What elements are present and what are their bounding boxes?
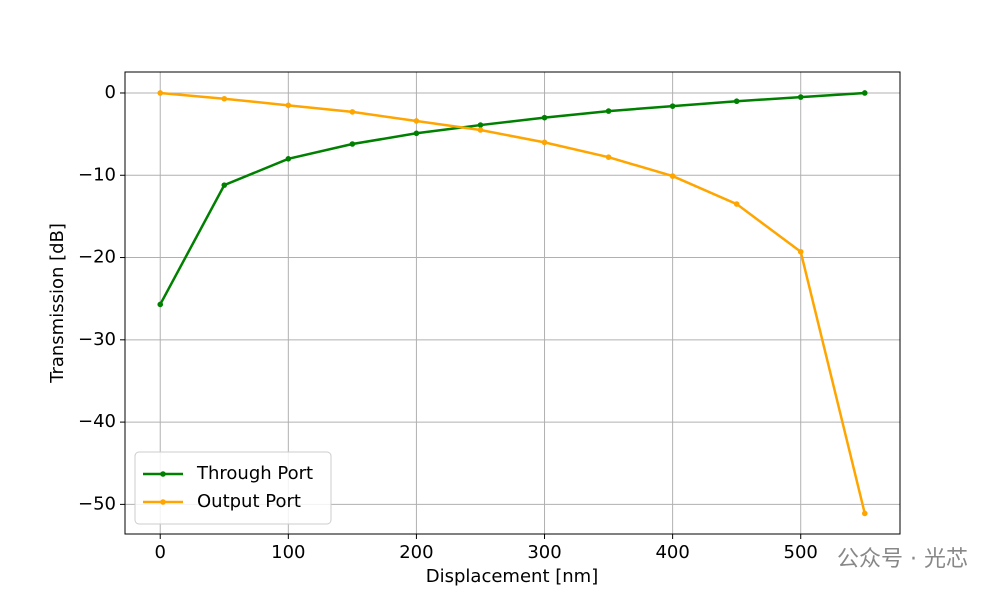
point [797, 248, 804, 255]
legend-box [134, 451, 332, 525]
legend-marker [160, 499, 166, 505]
y-tick-label: −30 [78, 329, 116, 350]
y-tick-label: −50 [78, 493, 116, 514]
point [861, 510, 868, 517]
legend-marker [160, 471, 166, 477]
point [413, 118, 420, 124]
watermark: 公众号 · 光芯 [837, 547, 968, 572]
point [605, 108, 612, 114]
point [605, 154, 612, 160]
y-tick-label: −20 [78, 247, 116, 268]
point [285, 102, 292, 109]
point [157, 301, 164, 308]
point [541, 139, 548, 146]
point [669, 173, 676, 179]
point [349, 109, 356, 115]
y-tick-label: −10 [78, 164, 116, 185]
y-tick-label: −40 [78, 411, 116, 432]
point [861, 90, 868, 96]
point [477, 127, 484, 133]
y-tick-label: 0 [105, 82, 116, 103]
legend-label: Output Port [197, 491, 301, 512]
x-tick-label: 500 [784, 542, 818, 563]
point [285, 156, 292, 162]
series-line [159, 91, 865, 306]
plot-frame [124, 71, 901, 535]
x-tick-label: 100 [271, 542, 305, 563]
point [221, 95, 228, 102]
point [797, 94, 804, 100]
x-tick-label: 200 [399, 542, 433, 563]
point [541, 114, 548, 121]
y-axis-label: Transmission [dB] [47, 223, 68, 384]
point [349, 141, 356, 147]
point [733, 98, 740, 105]
point [733, 201, 740, 207]
x-tick-label: 300 [527, 542, 561, 563]
x-tick-label: 400 [655, 542, 689, 563]
x-tick-label: 0 [155, 542, 166, 563]
point [669, 103, 676, 109]
legend-label: Through Port [196, 463, 313, 484]
x-axis-label: Displacement [nm] [426, 566, 598, 587]
point [413, 130, 420, 137]
point [221, 182, 228, 188]
point [477, 122, 484, 128]
series-line [160, 91, 866, 514]
point [157, 90, 164, 96]
